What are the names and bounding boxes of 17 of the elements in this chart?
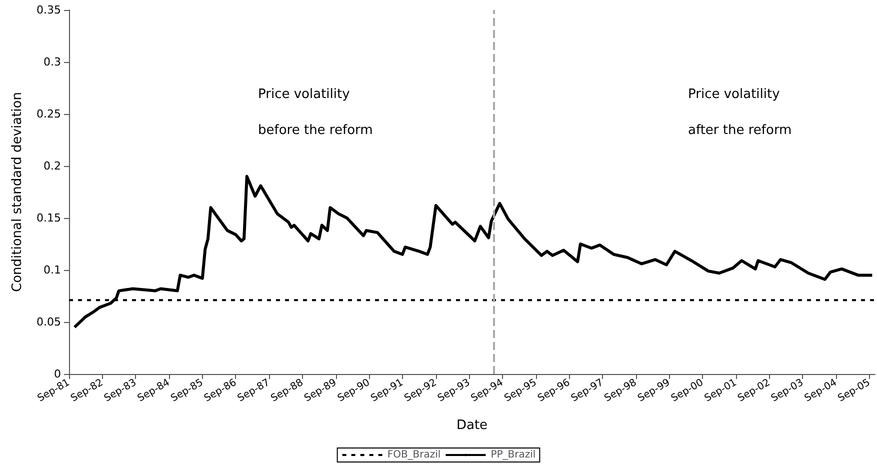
y-tick-label: 0.35: [36, 4, 61, 16]
annotation: Price volatility: [688, 87, 780, 102]
y-tick-label: 0.15: [36, 212, 61, 224]
y-tick-label: 0: [54, 368, 61, 380]
annotation: Price volatility: [258, 87, 350, 102]
x-axis-title: Date: [456, 418, 488, 433]
legend-label: FOB_Brazil: [387, 450, 441, 460]
y-tick-label: 0.3: [44, 56, 61, 68]
annotation: after the reform: [688, 123, 792, 138]
y-tick-label: 0.2: [44, 160, 61, 172]
legend-label: PP_Brazil: [490, 450, 536, 460]
annotation: before the reform: [258, 123, 373, 138]
y-axis-title: Conditional standard deviation: [10, 92, 25, 292]
y-tick-label: 0.1: [44, 264, 61, 276]
y-tick-label: 0.05: [36, 316, 61, 328]
y-tick-label: 0.25: [36, 108, 61, 120]
line-series: [73, 174, 874, 329]
